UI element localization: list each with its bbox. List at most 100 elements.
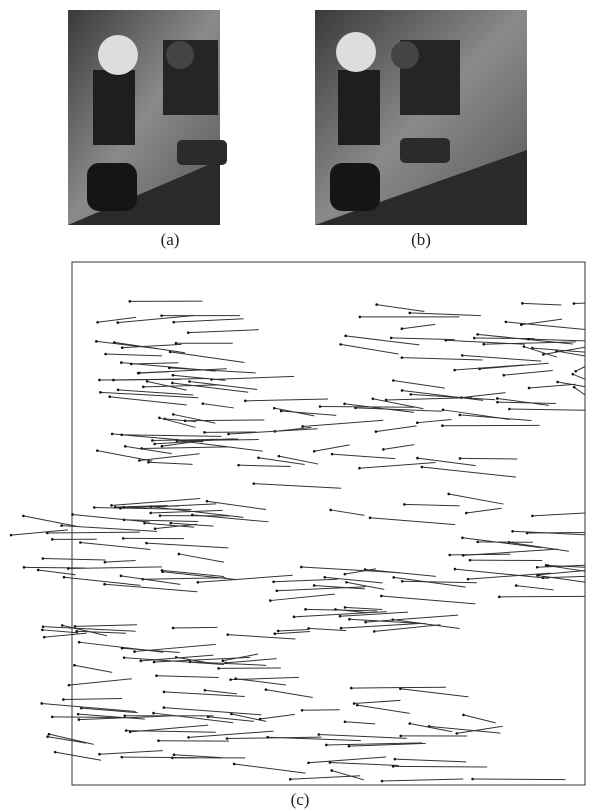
flow-vector [151,506,244,518]
flow-vector [121,756,197,759]
flow-point [403,503,406,506]
flow-point [128,730,132,734]
flow-point [155,674,158,678]
flow-point [521,302,524,305]
flow-point [120,646,124,650]
flow-point [334,608,337,611]
flow-point [344,334,347,338]
flow-point [98,378,101,382]
flow-vector [345,335,420,346]
flow-point [168,366,171,370]
flow-vector [462,537,542,549]
flow-point [511,530,514,533]
flow-point [152,660,156,664]
flow-point [497,595,501,599]
flow-point [546,564,550,567]
flow-point [304,608,307,611]
flow-point [229,678,232,681]
flow-vector [456,725,503,734]
flow-vector [81,707,138,714]
flow-point [46,531,49,535]
flow-vector [23,515,77,527]
flow-point [62,698,65,701]
flow-point [157,739,160,742]
flow-vector [344,721,376,725]
flow-point [273,632,277,636]
flow-vector [211,375,295,380]
flow-vector [78,713,145,720]
flow-vector [118,389,194,396]
flow-vector [97,450,153,462]
flow-vector [391,337,455,341]
flow-point [355,703,359,707]
flow-point [400,579,404,583]
flow-vector [354,699,401,705]
flow-point [230,712,233,716]
flow-point [158,514,162,517]
flow-vector [140,654,214,662]
flow-point [476,333,479,336]
flow-point [41,625,45,628]
flow-point [460,354,464,357]
panel-label: (a) [161,230,180,249]
flow-point [76,712,80,716]
flow-point [453,567,457,571]
flow-point [22,566,26,569]
flow-vector [278,629,310,632]
flow-point [153,442,156,446]
flow-vector [308,627,347,632]
flow-point [77,718,81,721]
flow-vector [153,712,234,724]
flow-vector [169,367,256,374]
flow-point [461,536,464,540]
flow-point [358,315,362,319]
flow-point [147,460,150,464]
flow-vector [104,560,136,563]
flow-vector [346,581,385,590]
flow-point [471,777,474,781]
flow-point [343,402,346,406]
flow-vector [355,407,442,412]
flow-vector [143,384,220,388]
flow-point [301,425,304,428]
flow-vector [185,419,265,422]
flow-point [347,744,351,748]
flow-point [338,614,342,618]
flow-point [110,432,114,436]
flow-vector [462,354,542,362]
flow-point [542,353,545,356]
flow-point [232,762,236,766]
flow-point [142,385,145,389]
flow-vector [344,403,414,413]
flow-vector [381,778,464,782]
flow-point [339,626,343,630]
flow-vector [410,393,496,401]
flow-vector [142,577,227,580]
flow-vector [204,689,237,695]
flow-point [50,715,54,719]
flow-vector [235,678,287,686]
flow-point [420,465,424,469]
flow-vector [274,407,315,417]
flow-point [116,321,120,324]
flow-vector [152,438,239,441]
flow-vector [528,338,586,342]
flow-vector [383,444,415,450]
flow-point [145,541,148,545]
flow-vector [459,457,518,460]
flow-point [96,320,99,324]
flow-point [172,320,175,324]
flow-point [73,625,77,628]
flow-vector [260,713,295,720]
flow-point [458,413,462,417]
flow-vector [227,634,296,640]
flow-vector [404,503,460,507]
flow-vector [120,575,181,585]
flow-point [161,570,164,574]
flow-vector [105,353,162,357]
flow-vector [448,493,504,505]
flow-point [392,576,396,579]
flow-point [225,737,229,740]
flow-point [358,466,361,470]
flow-point [108,395,112,399]
